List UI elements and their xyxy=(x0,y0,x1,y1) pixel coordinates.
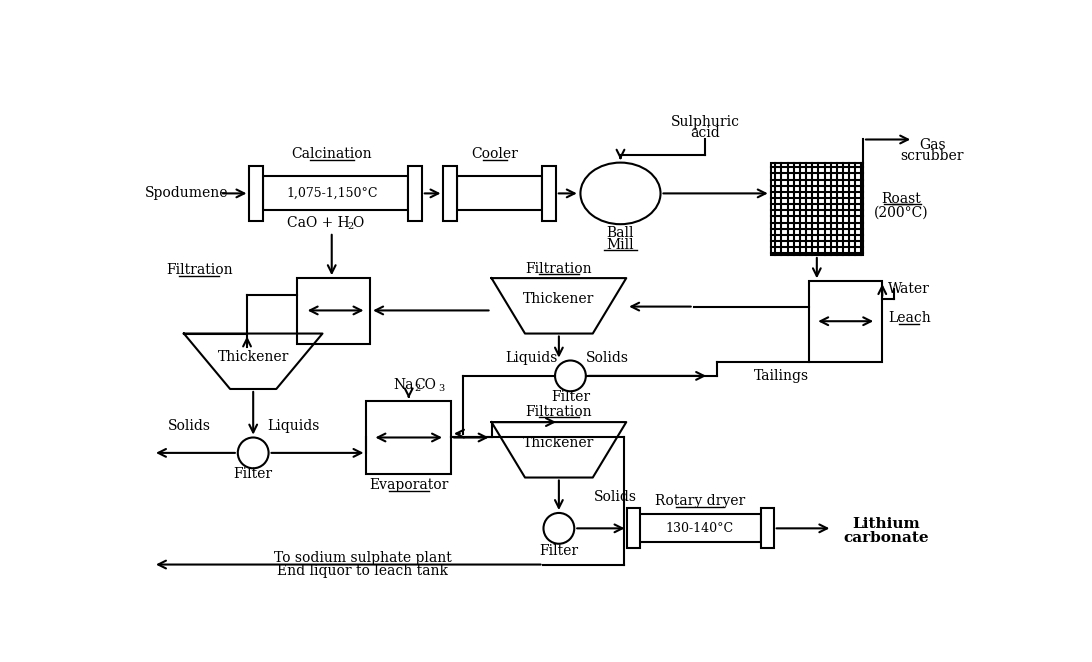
Text: Roast: Roast xyxy=(881,192,922,206)
Text: Thickener: Thickener xyxy=(523,292,594,306)
Text: 2: 2 xyxy=(348,222,354,231)
Bar xyxy=(809,281,882,362)
Text: Solids: Solids xyxy=(586,351,629,365)
Bar xyxy=(263,177,408,211)
Text: Sulphuric: Sulphuric xyxy=(670,115,739,129)
Text: 130-140°C: 130-140°C xyxy=(666,522,734,535)
Text: 1,075-1,150°C: 1,075-1,150°C xyxy=(286,187,378,200)
Text: 2: 2 xyxy=(414,385,420,393)
Text: End liquor to leach tank: End liquor to leach tank xyxy=(277,564,448,578)
Text: 3: 3 xyxy=(439,385,444,393)
Bar xyxy=(367,401,451,475)
Text: To sodium sulphate plant: To sodium sulphate plant xyxy=(274,551,451,565)
Text: Ball: Ball xyxy=(607,226,634,240)
Bar xyxy=(638,514,761,542)
Text: Thickener: Thickener xyxy=(217,350,289,363)
Text: Liquids: Liquids xyxy=(506,351,558,365)
Text: scrubber: scrubber xyxy=(901,150,964,164)
Text: CO: CO xyxy=(414,378,436,392)
Ellipse shape xyxy=(581,163,661,224)
Text: Rotary dryer: Rotary dryer xyxy=(655,495,745,508)
Text: Spodumene: Spodumene xyxy=(145,187,228,201)
Text: CaO + H: CaO + H xyxy=(287,216,349,230)
Text: Filter: Filter xyxy=(539,544,579,557)
Text: carbonate: carbonate xyxy=(843,530,929,545)
Text: acid: acid xyxy=(690,126,720,140)
Text: Mill: Mill xyxy=(607,238,634,252)
Bar xyxy=(771,163,863,255)
Text: Filtration: Filtration xyxy=(525,405,592,419)
Circle shape xyxy=(544,513,574,544)
Text: Thickener: Thickener xyxy=(523,436,594,450)
Text: Filter: Filter xyxy=(550,391,590,404)
Text: Filter: Filter xyxy=(234,467,273,481)
Bar xyxy=(297,278,370,344)
Text: Tailings: Tailings xyxy=(753,369,809,383)
Bar xyxy=(761,508,774,548)
Text: Na: Na xyxy=(393,378,414,392)
Text: Solids: Solids xyxy=(594,490,637,504)
Text: Filtration: Filtration xyxy=(525,262,592,276)
Text: Gas: Gas xyxy=(919,138,946,152)
Bar xyxy=(249,166,263,221)
Circle shape xyxy=(555,361,585,391)
Text: Water: Water xyxy=(888,282,930,296)
Text: (200°C): (200°C) xyxy=(875,206,929,220)
Bar xyxy=(458,177,542,211)
Circle shape xyxy=(238,438,269,468)
Text: Leach: Leach xyxy=(888,311,930,325)
Text: Calcination: Calcination xyxy=(292,147,372,161)
Text: Filtration: Filtration xyxy=(166,263,233,277)
Bar xyxy=(628,508,640,548)
Text: O: O xyxy=(353,216,364,230)
Bar xyxy=(443,166,458,221)
Text: Cooler: Cooler xyxy=(472,147,519,161)
Bar xyxy=(408,166,422,221)
Bar xyxy=(542,166,556,221)
Text: Evaporator: Evaporator xyxy=(369,478,449,493)
Text: Liquids: Liquids xyxy=(268,419,320,433)
Text: Lithium: Lithium xyxy=(852,517,919,531)
Text: Solids: Solids xyxy=(168,419,211,433)
